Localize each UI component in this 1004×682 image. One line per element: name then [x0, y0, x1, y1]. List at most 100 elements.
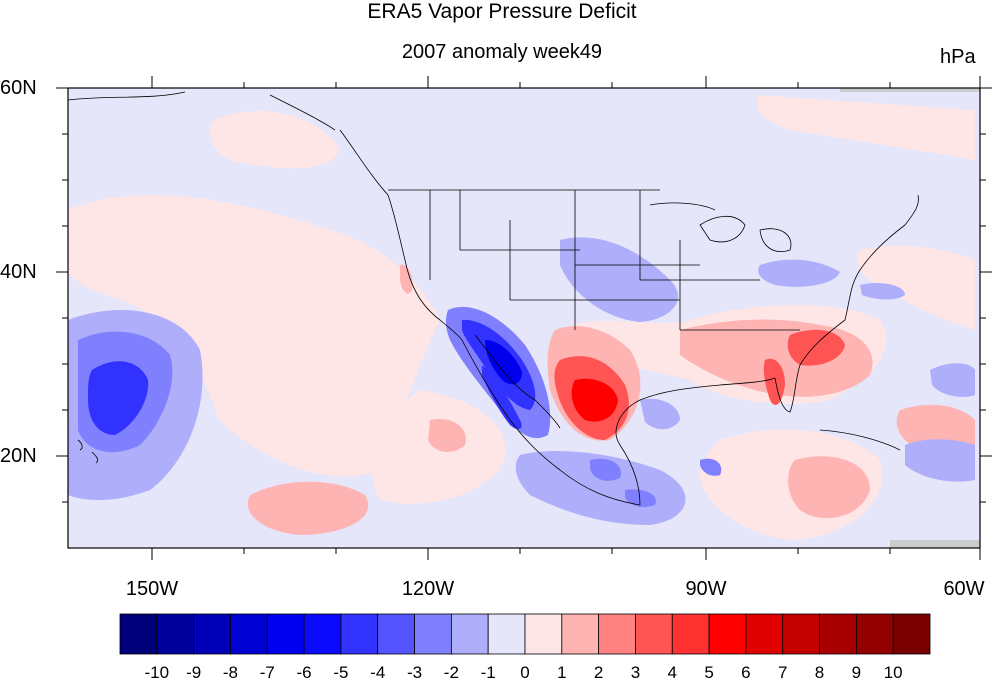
negative-patch: [860, 283, 905, 300]
lake: [699, 215, 746, 243]
lat-label-40n: 40N: [0, 261, 37, 283]
lat-label-60n: 60N: [0, 77, 37, 99]
colorbar-tick-label: 8: [814, 663, 825, 682]
colorbar-box: [524, 613, 563, 655]
colorbar-tick-label: -3: [406, 663, 423, 682]
colorbar-box: [671, 613, 710, 655]
core-positive-region: [571, 378, 618, 422]
core-negative-region: [485, 340, 522, 385]
missing-data-strip: [840, 88, 980, 92]
colorbar-tick-label: 10: [883, 663, 903, 682]
colorbar-box: [303, 613, 342, 655]
negative-patch: [560, 237, 679, 322]
negative-patch: [758, 259, 840, 287]
colorbar-tick-label: 2: [593, 663, 604, 682]
positive-patch: [788, 456, 870, 519]
colorbar-tick-label: 9: [851, 663, 862, 682]
colorbar-box: [230, 613, 268, 655]
anomaly-field: [68, 88, 980, 548]
colorbar-box: [156, 613, 195, 655]
lon-label-120w: 120W: [401, 578, 455, 600]
colorbar-tick-label: -6: [296, 663, 312, 682]
colorbar-tick-label: -1: [480, 663, 496, 682]
coastline: [844, 194, 919, 321]
colorbar-box: [708, 613, 747, 655]
lon-label-150w: 150W: [125, 578, 179, 600]
colorbar-tick-label: -5: [333, 663, 349, 682]
colorbar-box: [119, 613, 158, 655]
coastline: [774, 319, 846, 413]
colorbar-tick-label: 4: [667, 663, 677, 682]
colorbar-tick-label: 3: [630, 663, 641, 682]
colorbar-box: [819, 613, 857, 655]
positive-patch: [787, 329, 845, 366]
negative-patch: [700, 458, 722, 476]
coastline: [474, 334, 561, 429]
negative-patch: [88, 361, 149, 435]
positive-patch: [210, 111, 340, 169]
negative-patch: [905, 439, 975, 482]
colorbar-box: [266, 613, 305, 655]
colorbar-box: [193, 613, 231, 655]
lake: [649, 202, 716, 211]
colorbar-box: [414, 613, 452, 655]
lon-label-90w: 90W: [685, 578, 727, 600]
positive-patch: [756, 95, 975, 160]
units-label: hPa: [940, 46, 976, 68]
missing-data-strip: [890, 540, 980, 548]
negative-patch: [590, 458, 621, 481]
coastline: [615, 377, 776, 506]
colorbar-tick-label: 5: [704, 663, 714, 682]
colorbar-box: [598, 613, 636, 655]
positive-patch: [763, 358, 785, 405]
state-line: [460, 249, 800, 331]
colorbar-tick-label: -7: [259, 663, 275, 682]
lat-label-20n: 20N: [0, 445, 37, 467]
coastline: [77, 439, 99, 464]
map-title: ERA5 Vapor Pressure Deficit: [367, 0, 637, 23]
colorbar-tick-label: -8: [222, 663, 239, 682]
colorbar-box: [561, 613, 600, 655]
map-subtitle: 2007 anomaly week49: [401, 41, 603, 63]
positive-patch: [247, 481, 369, 535]
colorbar-box: [377, 613, 415, 655]
colorbar-box: [450, 613, 489, 655]
lon-ticks: [151, 76, 981, 560]
negative-patch: [640, 398, 680, 430]
negative-core: [485, 340, 522, 385]
colorbar-tick-label: 6: [741, 663, 751, 682]
colorbar-tick-label: 0: [520, 663, 530, 682]
coastline: [387, 194, 463, 341]
positive-patch: [400, 264, 413, 294]
negative-patch: [625, 489, 656, 508]
colorbar-box: [892, 613, 931, 655]
coastline: [68, 91, 389, 196]
colorbar-box: [635, 613, 673, 655]
colorbar-box: [745, 613, 784, 655]
positive-patch: [857, 245, 975, 330]
colorbar-box: [487, 613, 526, 655]
lon-label-60w: 60W: [943, 578, 985, 600]
coastline: [461, 339, 641, 506]
coastlines-and-borders: [68, 91, 919, 506]
state-line: [429, 190, 681, 330]
lake: [759, 228, 792, 252]
positive-core: [571, 378, 618, 422]
colorbar-tick-label: -2: [443, 663, 459, 682]
colorbar: [119, 613, 931, 655]
negative-patch: [482, 365, 522, 430]
colorbar-box: [855, 613, 894, 655]
colorbar-tick-label: 1: [557, 663, 567, 682]
colorbar-tick-label: 7: [777, 663, 788, 682]
colorbar-box: [340, 613, 379, 655]
colorbar-box: [782, 613, 820, 655]
colorbar-tick-label: -4: [370, 663, 386, 682]
positive-patch: [428, 419, 466, 452]
colorbar-tick-label: -9: [186, 663, 202, 682]
lat-ticks: [56, 87, 992, 503]
positive-patch: [68, 195, 440, 477]
colorbar-tick-label: -10: [144, 663, 170, 682]
coastline: [819, 429, 901, 451]
negative-patch: [930, 363, 975, 397]
